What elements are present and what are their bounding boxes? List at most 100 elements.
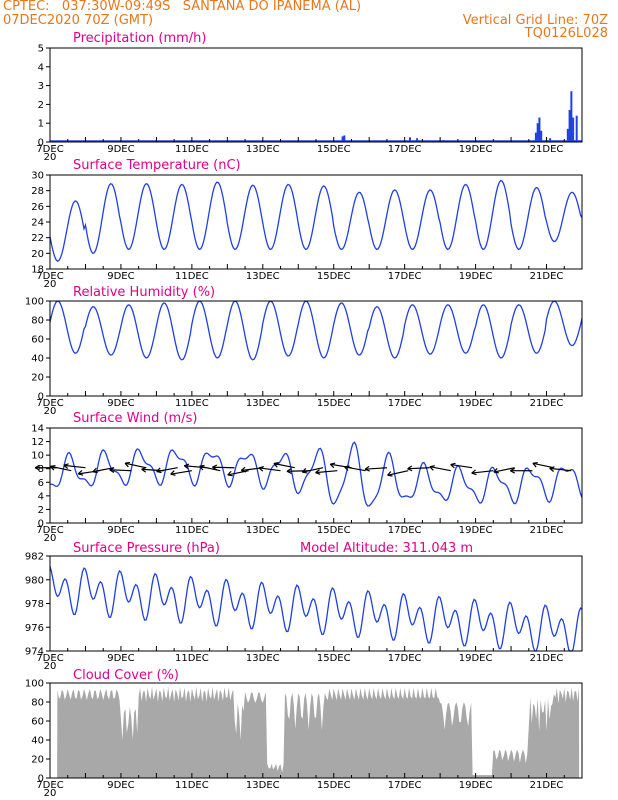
wind-arrow xyxy=(34,464,58,471)
wind-arrow xyxy=(170,470,192,476)
precip-bar xyxy=(549,138,552,142)
cloud-ytick-label: 0 xyxy=(38,774,44,785)
wind-arrow xyxy=(92,467,114,474)
precip-bar xyxy=(570,91,573,142)
rh-line xyxy=(49,300,583,361)
press-xtick-label: 7DEC xyxy=(36,653,63,664)
wind-ytick-label: 6 xyxy=(38,478,44,489)
press-xtick-label: 13DEC xyxy=(246,653,280,664)
wind-arrow xyxy=(493,467,515,474)
cloud-xtick-label: 17DEC xyxy=(388,780,422,791)
rh-xtick-label: 21DEC xyxy=(530,398,564,409)
wind-xtick-label: 19DEC xyxy=(459,525,493,536)
wind-ytick-label: 0 xyxy=(38,519,44,530)
cloud-ytick-label: 20 xyxy=(31,755,44,766)
cloud-ytick-label: 60 xyxy=(31,717,44,728)
precip-ytick-label: 0 xyxy=(38,138,44,149)
rh-ytick-label: 40 xyxy=(31,354,44,365)
wind-arrow xyxy=(199,464,221,472)
press-panel: Surface Pressure (hPa) Model Altitude: 31… xyxy=(25,541,583,672)
precip-bar xyxy=(568,110,571,142)
press-title: Surface Pressure (hPa) xyxy=(73,541,220,556)
wind-arrow xyxy=(510,467,533,474)
header-line2-left: 07DEC2020 70Z (GMT) xyxy=(3,13,154,28)
precip-bar xyxy=(566,128,569,142)
precip-bar xyxy=(540,130,543,142)
wind-arrow xyxy=(212,464,235,471)
rh-xtick-label: 17DEC xyxy=(388,398,422,409)
cloud-title: Cloud Cover (%) xyxy=(73,668,179,683)
precip-bar xyxy=(538,117,541,142)
precip-ytick-label: 4 xyxy=(38,62,44,73)
wind-arrow xyxy=(156,467,178,474)
temp-xtick-label: 15DEC xyxy=(317,271,351,282)
cloud-xtick-label: 15DEC xyxy=(317,780,351,791)
wind-arrow xyxy=(364,465,387,472)
rh-xtick-underflow: 20 xyxy=(44,406,57,417)
precip-xtick-label: 13DEC xyxy=(246,144,280,155)
wind-ytick-label: 12 xyxy=(31,437,44,448)
wind-xtick-label: 9DEC xyxy=(107,525,134,536)
wind-ytick-label: 14 xyxy=(31,424,44,435)
temp-xtick-label: 9DEC xyxy=(107,271,134,282)
press-xtick-label: 9DEC xyxy=(107,653,134,664)
press-xtick-label: 17DEC xyxy=(388,653,422,664)
cloud-xtick-label: 11DEC xyxy=(175,780,209,791)
temp-line xyxy=(49,179,583,262)
temp-xtick-label: 19DEC xyxy=(459,271,493,282)
temp-ytick-label: 30 xyxy=(31,171,44,182)
rh-frame xyxy=(49,300,583,397)
rh-ytick-label: 100 xyxy=(25,297,44,308)
precip-bar xyxy=(341,136,344,142)
press-line xyxy=(49,566,583,652)
wind-arrow xyxy=(471,469,494,476)
cloud-xtick-underflow: 20 xyxy=(44,788,57,799)
wind-arrow xyxy=(344,465,366,472)
temp-xtick-label: 13DEC xyxy=(246,271,280,282)
wind-xtick-label: 21DEC xyxy=(530,525,564,536)
temp-frame xyxy=(49,174,583,270)
wind-arrow xyxy=(450,462,473,469)
precip-ytick-label: 3 xyxy=(38,81,44,92)
rh-xtick-label: 11DEC xyxy=(175,398,209,409)
press-xtick-label: 19DEC xyxy=(459,653,493,664)
precip-bar xyxy=(408,137,411,142)
wind-arrow xyxy=(407,465,430,472)
precip-bar xyxy=(416,138,419,142)
precip-xtick-label: 15DEC xyxy=(317,144,351,155)
wind-xtick-label: 13DEC xyxy=(246,525,280,536)
press-subtitle: Model Altitude: 311.043 m xyxy=(300,541,473,556)
precip-xtick-label: 21DEC xyxy=(530,144,564,155)
wind-title: Surface Wind (m/s) xyxy=(73,411,197,426)
wind-xtick-label: 11DEC xyxy=(175,525,209,536)
rh-ytick-label: 80 xyxy=(31,316,44,327)
precip-title: Precipitation (mm/h) xyxy=(73,31,206,46)
wind-ytick-label: 4 xyxy=(38,491,44,502)
press-ytick-label: 974 xyxy=(25,647,44,658)
press-xtick-label: 21DEC xyxy=(530,653,564,664)
wind-ytick-label: 10 xyxy=(31,451,44,462)
wind-arrow xyxy=(532,461,554,469)
precip-xtick-label: 7DEC xyxy=(36,144,63,155)
precip-xtick-underflow: 20 xyxy=(44,152,57,163)
wind-arrow xyxy=(315,469,338,475)
wind-arrow xyxy=(50,464,72,472)
precip-frame xyxy=(49,47,583,143)
temp-ytick-label: 26 xyxy=(31,202,44,213)
temp-ytick-label: 20 xyxy=(31,249,44,260)
wind-arrow xyxy=(387,470,409,477)
wind-arrow xyxy=(549,466,572,472)
rh-xtick-label: 15DEC xyxy=(317,398,351,409)
wind-arrow xyxy=(258,465,281,472)
press-ytick-label: 978 xyxy=(25,599,44,610)
wind-arrow xyxy=(429,465,451,472)
cloud-ytick-label: 80 xyxy=(31,698,44,709)
wind-arrow xyxy=(124,461,146,469)
wind-speed-line xyxy=(49,441,583,507)
rh-ytick-label: 20 xyxy=(31,373,44,384)
wind-arrow xyxy=(286,468,309,474)
wind-xtick-label: 17DEC xyxy=(388,525,422,536)
